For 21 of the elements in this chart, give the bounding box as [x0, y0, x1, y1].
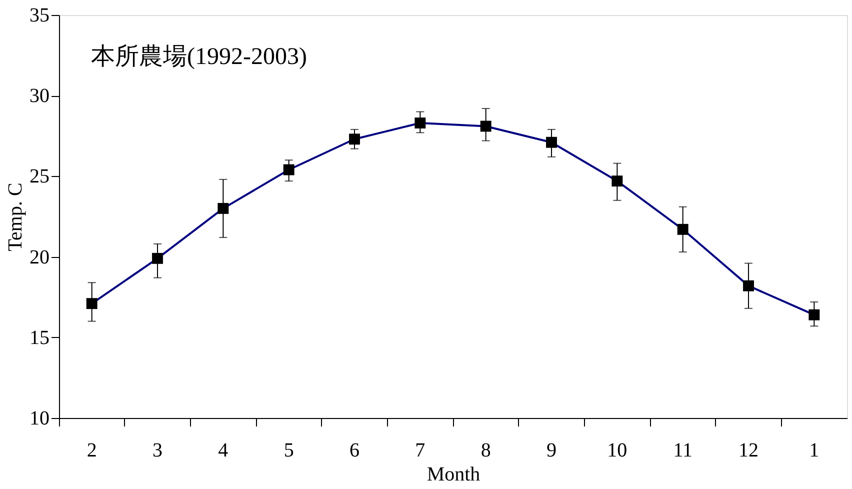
x-tick-label: 10 — [607, 440, 628, 462]
y-tick-label: 10 — [30, 408, 50, 430]
x-axis-title: Month — [426, 464, 480, 486]
y-tick-label: 35 — [30, 4, 50, 26]
x-tick-label: 5 — [284, 440, 294, 462]
x-tick-label: 8 — [480, 440, 491, 462]
x-tick-label: 3 — [152, 440, 162, 462]
x-tick-label: 4 — [218, 440, 228, 462]
x-tick-label: 1 — [809, 440, 820, 462]
x-tick-label: 6 — [350, 440, 360, 462]
text: 本所農場(1992-2003) — [91, 44, 307, 70]
y-tick-label: 15 — [30, 326, 50, 349]
x-tick-label: 2 — [86, 440, 97, 462]
x-tick-label: 11 — [673, 440, 692, 462]
x-tick-label: 7 — [415, 440, 426, 462]
x-tick-label: 9 — [546, 440, 556, 462]
x-tick-label: 12 — [738, 440, 758, 462]
y-axis-title: Temp. C — [4, 182, 26, 252]
y-tick-label: 20 — [30, 246, 50, 268]
y-tick-label: 30 — [30, 85, 50, 108]
y-tick-label: 25 — [30, 166, 50, 188]
